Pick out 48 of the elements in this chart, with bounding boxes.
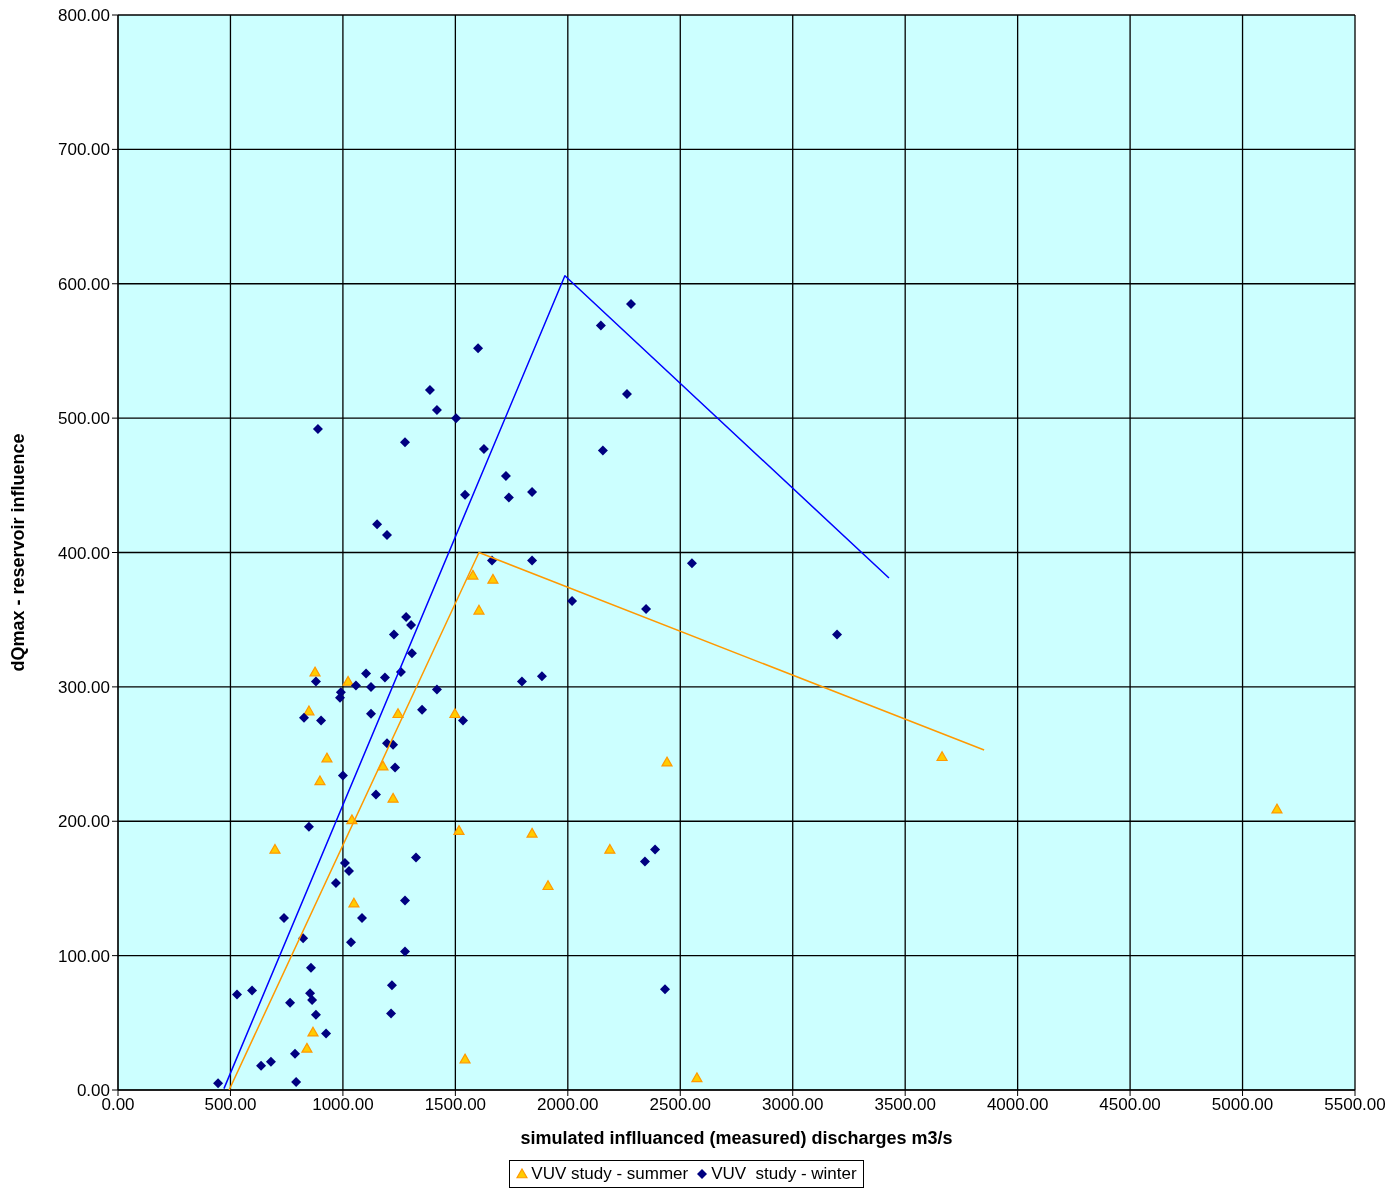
x-tick-label: 5000.00	[1211, 1095, 1274, 1115]
point	[307, 1026, 319, 1037]
point	[392, 708, 404, 719]
point	[526, 827, 538, 838]
point	[387, 792, 399, 803]
y-tick-label: 400.00	[58, 543, 110, 563]
point	[459, 1053, 471, 1064]
x-tick-label: 1000.00	[312, 1095, 374, 1115]
x-tick-label: 500.00	[204, 1095, 257, 1115]
point	[542, 880, 554, 891]
point	[303, 705, 315, 716]
y-tick-label: 500.00	[58, 409, 110, 429]
x-tick-label: 3000.00	[762, 1095, 824, 1115]
y-axis-title: dQmax - reservoir influence	[8, 433, 29, 672]
point	[453, 825, 465, 836]
point	[604, 843, 616, 854]
x-tick-label: 4500.00	[1099, 1095, 1161, 1115]
y-tick-label: 300.00	[58, 677, 110, 697]
x-axis-title: simulated inflluanced (measured) discharges m3/s	[520, 1128, 953, 1148]
y-tick-label: 200.00	[58, 812, 110, 832]
point	[269, 843, 281, 854]
legend-label: VUV study - summer	[531, 1164, 689, 1184]
x-tick-label: 2500.00	[649, 1095, 711, 1115]
point	[309, 666, 321, 677]
y-tick-label: 100.00	[58, 946, 110, 966]
legend-label: VUV study - winter	[711, 1164, 857, 1184]
x-tick-label: 5500.00	[1324, 1095, 1386, 1115]
y-tick-label: 600.00	[58, 274, 110, 294]
point	[321, 752, 333, 763]
x-tick-label: 2000.00	[537, 1095, 599, 1115]
point	[473, 604, 485, 615]
point	[691, 1072, 703, 1083]
point	[449, 708, 461, 719]
point	[301, 1042, 313, 1053]
x-tick-label: 1500.00	[424, 1095, 487, 1115]
x-tick-label: 3500.00	[874, 1095, 936, 1115]
point	[467, 569, 479, 580]
y-tick-label: 700.00	[58, 140, 110, 160]
y-tick-label: 800.00	[58, 6, 110, 26]
point	[936, 751, 948, 762]
point	[348, 897, 360, 908]
point	[487, 573, 499, 584]
point	[314, 775, 326, 786]
point	[661, 756, 673, 767]
point	[377, 760, 389, 771]
x-tick-label: 4000.00	[986, 1095, 1049, 1115]
point	[342, 675, 354, 686]
point	[1271, 803, 1283, 814]
